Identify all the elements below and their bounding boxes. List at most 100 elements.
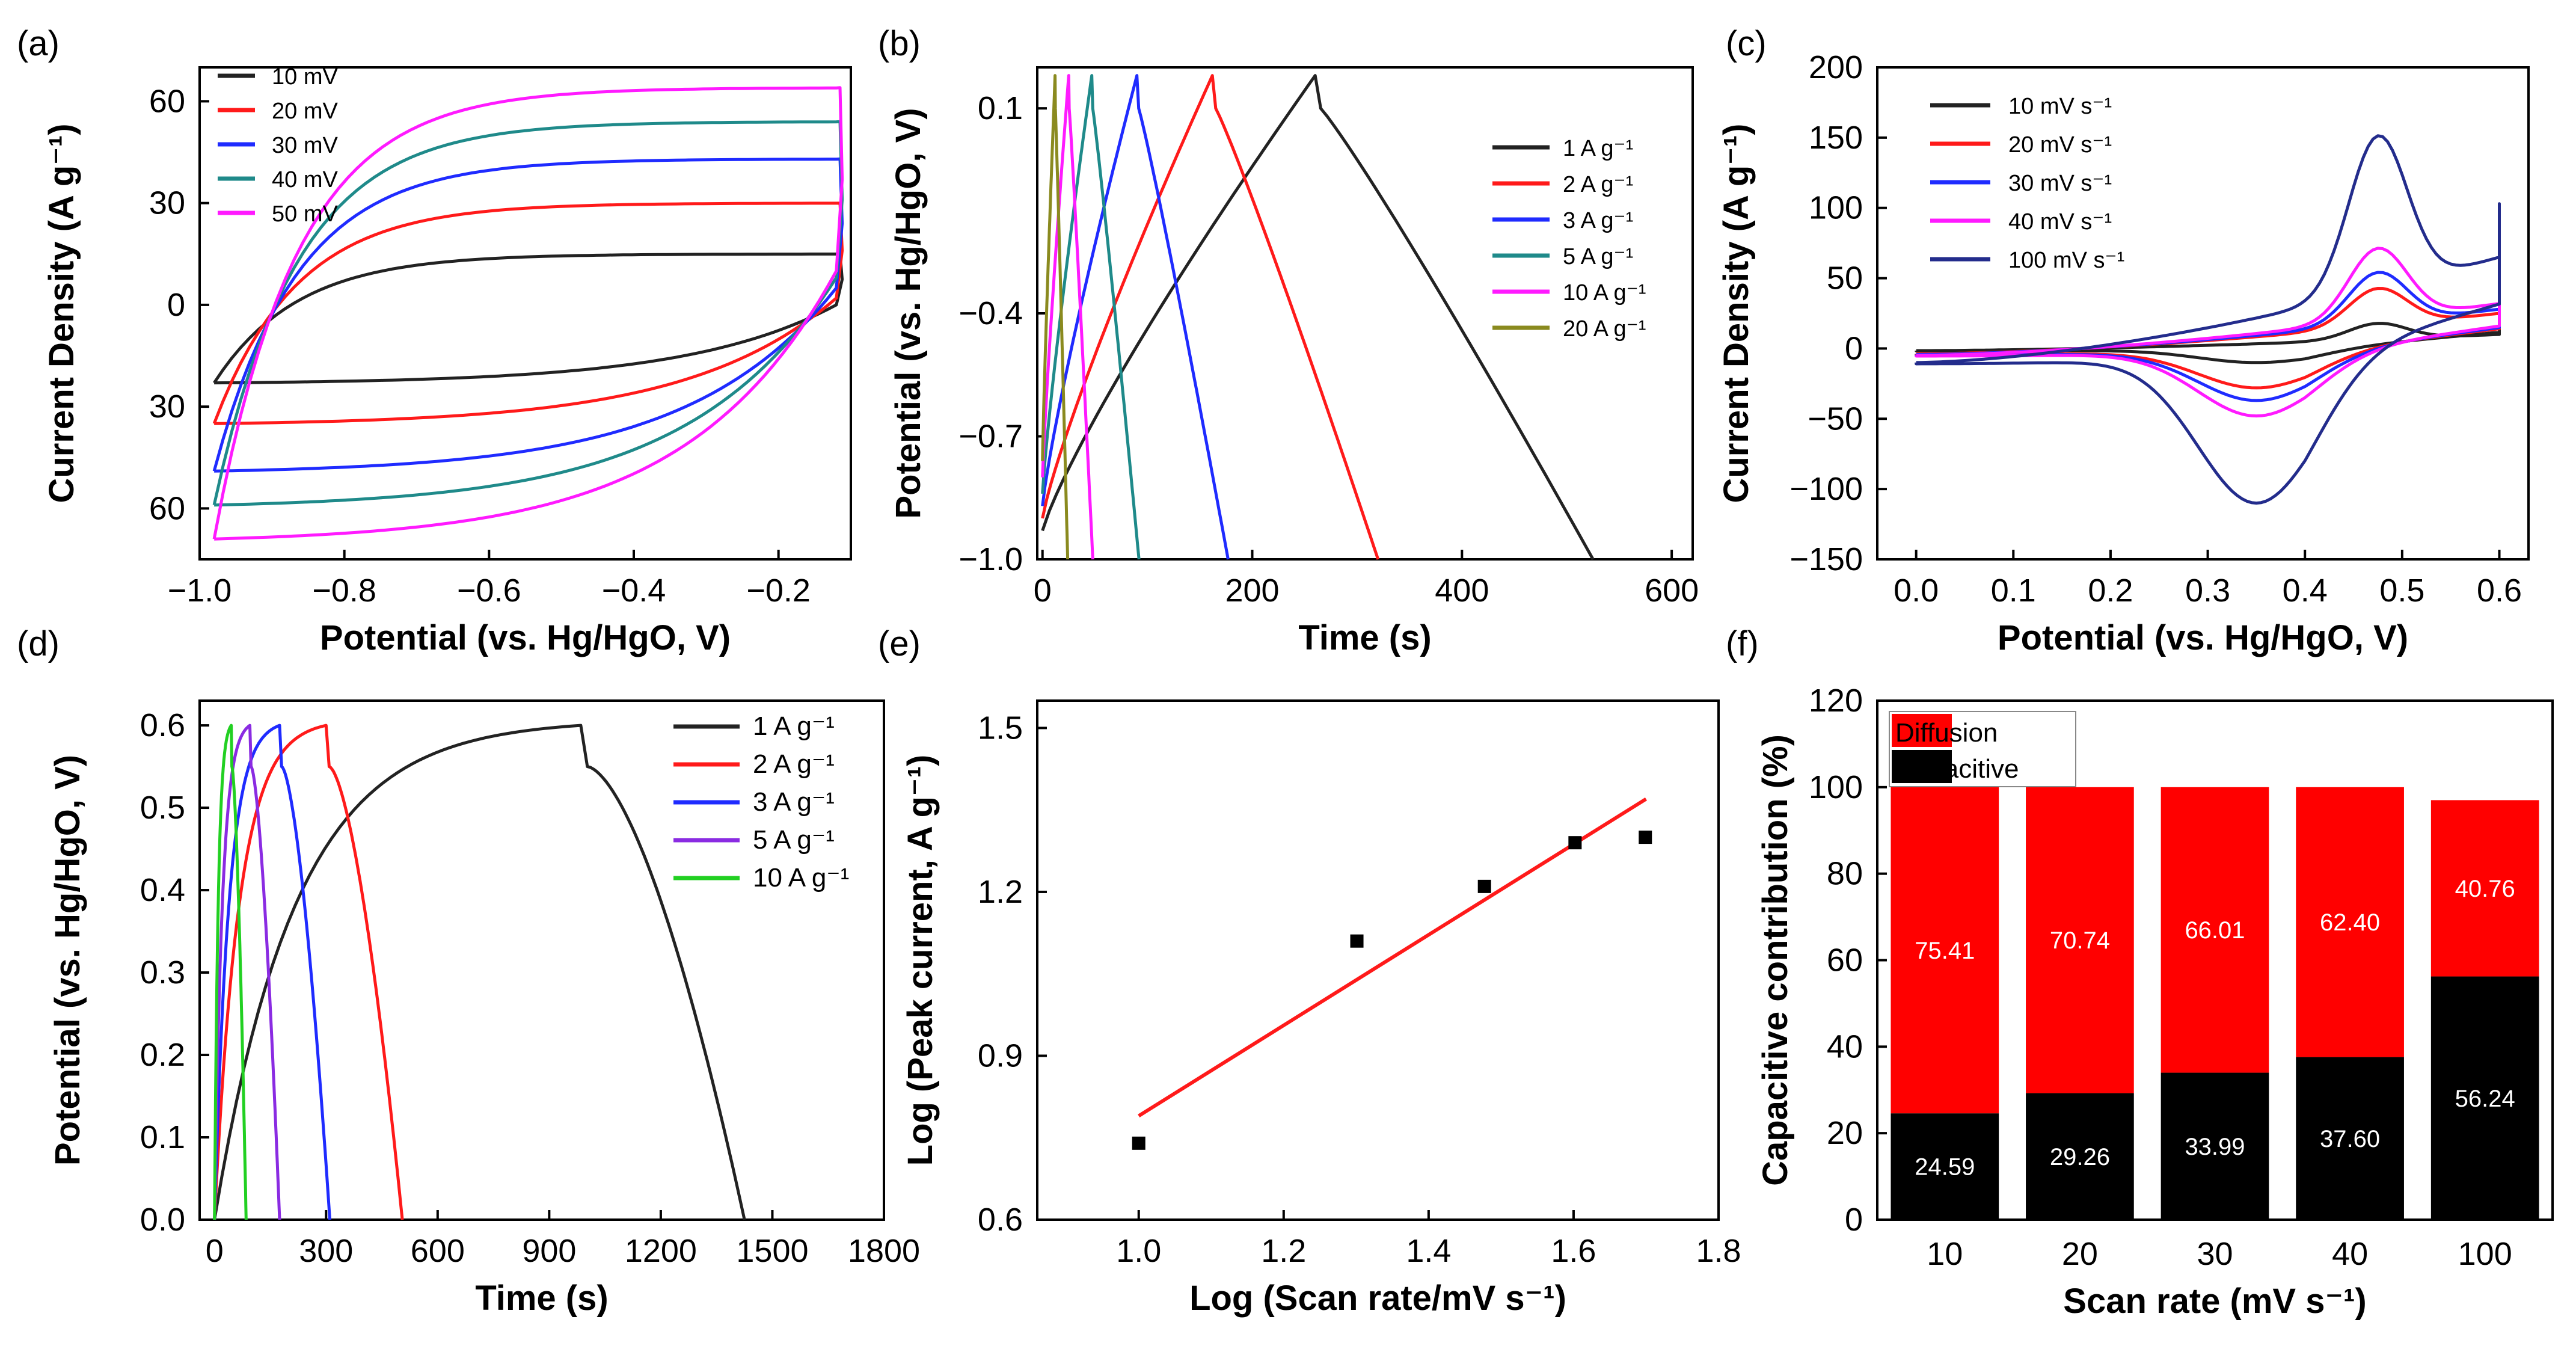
y-axis-label: Potential (vs. Hg/HgO, V) <box>889 108 928 518</box>
x-tick-label: 0.2 <box>2088 573 2133 609</box>
cv-curve <box>212 86 844 541</box>
y-tick-label: 0.4 <box>140 872 185 908</box>
x-tick-label: 1200 <box>625 1233 697 1269</box>
legend-label: 10 A g⁻¹ <box>753 863 849 893</box>
bar-value-label: 56.24 <box>2455 1086 2515 1112</box>
x-tick-label: 0 <box>206 1233 224 1269</box>
x-tick-label: 100 <box>2458 1236 2512 1272</box>
y-tick-label: 80 <box>1827 856 1863 892</box>
legend-label: 5 A g⁻¹ <box>753 825 835 855</box>
x-tick-label: 20 <box>2062 1236 2098 1272</box>
panel-label-c: (c) <box>1726 24 1767 63</box>
x-tick-label: 1800 <box>848 1233 920 1269</box>
bar-value-label: 29.26 <box>2050 1144 2110 1170</box>
legend-label: 40 mV s⁻¹ <box>2008 209 2112 235</box>
x-tick-label: 200 <box>1225 573 1279 609</box>
bar-diffusion <box>2430 800 2539 977</box>
x-axis-label: Log (Scan rate/mV s⁻¹) <box>1189 1279 1566 1318</box>
bar-value-label: 40.76 <box>2455 876 2515 902</box>
legend-swatch <box>1892 714 1952 747</box>
bar-diffusion <box>2160 787 2269 1073</box>
fit-line <box>1138 797 1648 1117</box>
y-tick-label: 150 <box>1809 120 1863 156</box>
legend-label: 10 mV s⁻¹ <box>2008 94 2112 119</box>
data-point <box>1568 836 1582 850</box>
y-tick-label: 0.0 <box>140 1202 185 1238</box>
x-tick-label: 0 <box>1034 573 1052 609</box>
x-tick-label: 0.6 <box>2477 573 2522 609</box>
legend-label: 40 mV <box>272 167 338 192</box>
legend-label: 30 mV <box>272 133 338 158</box>
y-tick-label: 120 <box>1809 683 1863 719</box>
y-axis-label: Potential (vs. Hg/HgO, V) <box>48 755 87 1166</box>
legend-label: 20 mV s⁻¹ <box>2008 132 2112 158</box>
x-tick-label: 1.6 <box>1551 1233 1596 1269</box>
y-tick-label: 0.3 <box>140 954 185 991</box>
gcd-curve <box>213 724 404 1220</box>
panel-label-b: (b) <box>878 24 921 63</box>
x-tick-label: 10 <box>1927 1236 1963 1272</box>
legend-label: 2 A g⁻¹ <box>1563 172 1633 197</box>
bar-value-label: 37.60 <box>2320 1126 2380 1152</box>
x-tick-label: 40 <box>2332 1236 2368 1272</box>
bar-diffusion <box>1891 787 1999 1114</box>
legend-label: 3 A g⁻¹ <box>1563 208 1633 233</box>
bar-capacitive <box>2430 976 2539 1220</box>
y-tick-label: 0 <box>1845 1202 1863 1238</box>
x-tick-label: 0.1 <box>1991 573 2036 609</box>
bar-value-label: 62.40 <box>2320 909 2380 936</box>
y-tick-label: 20 <box>1827 1115 1863 1151</box>
gcd-curve <box>1041 74 1070 560</box>
y-tick-label: 0.6 <box>978 1202 1023 1238</box>
panel-a: (a) −1.0 −0.8 −0.6 −0.4 −0.2 60 30 0 30 60 Potentia… <box>17 24 852 657</box>
panel-label-a: (a) <box>17 24 60 63</box>
gcd-curve <box>213 724 281 1220</box>
bar-capacitive <box>1891 1113 1999 1220</box>
cv-curve <box>1915 134 2501 505</box>
legend-label: 10 A g⁻¹ <box>1563 280 1646 306</box>
x-tick-label: 0.4 <box>2283 573 2328 609</box>
bar-capacitive <box>2296 1057 2404 1220</box>
x-tick-label: 0.5 <box>2379 573 2424 609</box>
y-tick-label: 0.2 <box>140 1037 185 1073</box>
y-tick-label: 30 <box>149 185 185 221</box>
y-tick-label: 0.6 <box>140 707 185 743</box>
bar-value-label: 66.01 <box>2185 917 2245 944</box>
legend-label: 100 mV s⁻¹ <box>2008 248 2124 273</box>
panel-label-e: (e) <box>878 624 921 663</box>
bar-diffusion <box>2026 787 2134 1093</box>
data-point <box>1132 1136 1145 1150</box>
data-point <box>1477 879 1491 893</box>
plot-frame <box>198 66 852 561</box>
bar-capacitive <box>2160 1072 2269 1220</box>
gcd-curve <box>1041 74 1141 560</box>
x-tick-label: 1.2 <box>1261 1233 1306 1269</box>
data-point <box>1639 831 1652 844</box>
y-axis-label: Current Density (A g⁻¹) <box>42 123 81 503</box>
bar-value-label: 33.99 <box>2185 1134 2245 1160</box>
y-tick-label: −100 <box>1789 471 1863 507</box>
panel-e: (e) 1.0 1.2 1.4 1.6 1.8 0.6 0.9 1.2 1.5 Log (Scan … <box>878 624 1741 1318</box>
panel-d: (d) 0 300 600 900 1200 1500 1800 0.0 0.1 0.2 0.3 0.4… <box>17 624 920 1318</box>
x-tick-label: 600 <box>411 1233 465 1269</box>
panel-label-d: (d) <box>17 624 60 663</box>
y-tick-label: 1.2 <box>978 874 1023 910</box>
bar-value-label: 75.41 <box>1915 938 1975 964</box>
bar-value-label: 70.74 <box>2050 927 2110 954</box>
x-axis-label: Time (s) <box>1298 618 1431 657</box>
legend-label: 50 mV <box>272 201 338 227</box>
y-tick-label: 60 <box>1827 942 1863 979</box>
y-tick-label: 30 <box>149 389 185 425</box>
x-tick-label: 1.8 <box>1696 1233 1741 1269</box>
plot-frame <box>1036 699 1720 1221</box>
y-tick-label: 40 <box>1827 1028 1863 1065</box>
y-axis-label: Current Density (A g⁻¹) <box>1717 123 1756 503</box>
bar-diffusion <box>2296 787 2404 1057</box>
y-tick-label: 60 <box>149 83 185 119</box>
x-tick-label: −0.8 <box>312 573 376 609</box>
legend-label: Diffusion <box>1895 718 1998 748</box>
panel-f: (f) 0 20 40 60 80 100 120 24.59 75.41 10 29.26 70.74… <box>1726 624 2554 1321</box>
x-tick-label: −0.2 <box>746 573 811 609</box>
